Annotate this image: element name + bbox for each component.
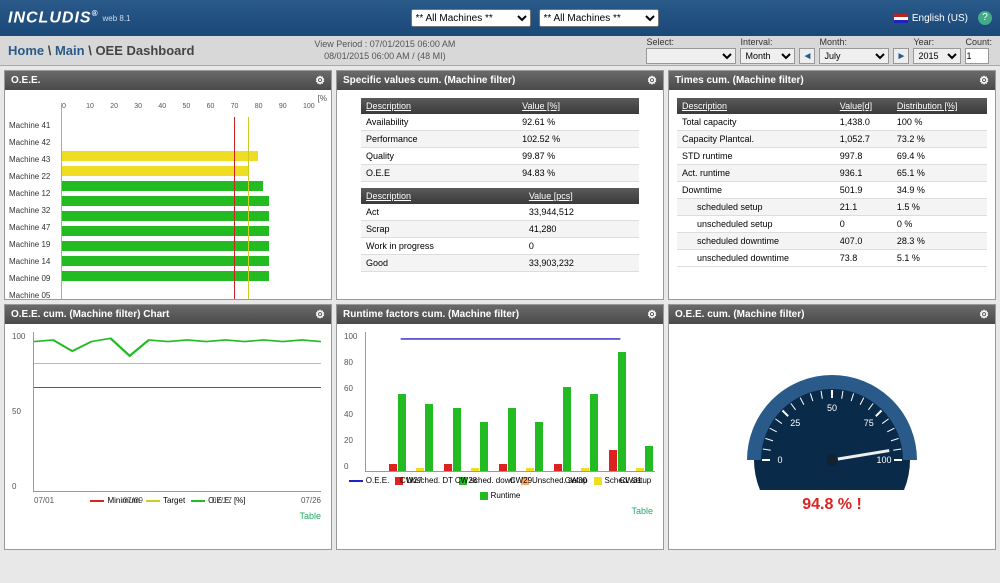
language-selector[interactable]: English (US) ?: [894, 11, 992, 25]
breadcrumb-main[interactable]: Main: [55, 43, 85, 58]
gear-icon[interactable]: ⚙: [979, 74, 989, 87]
select-filter[interactable]: [646, 48, 736, 64]
prev-button[interactable]: ◄: [799, 48, 815, 64]
month-filter[interactable]: July: [819, 48, 889, 64]
gear-icon[interactable]: ⚙: [979, 308, 989, 321]
svg-text:25: 25: [790, 418, 800, 428]
dashboard-grid: O.E.E.⚙ [% Machine 41Machine 42Machine 4…: [0, 66, 1000, 554]
machine-selectors: ** All Machines ** ** All Machines **: [411, 9, 659, 27]
breadcrumb: Home \ Main \ OEE Dashboard: [8, 43, 194, 58]
table-link[interactable]: Table: [341, 504, 659, 518]
breadcrumb-current: OEE Dashboard: [95, 43, 194, 58]
filter-bar: Select: Interval:Month ◄ Month:July ► Ye…: [646, 37, 992, 64]
panel-specific-values: Specific values cum. (Machine filter)⚙ D…: [336, 70, 664, 300]
top-bar: INCLUDIS® web 8.1 ** All Machines ** ** …: [0, 0, 1000, 36]
breadcrumb-home[interactable]: Home: [8, 43, 44, 58]
svg-text:75: 75: [864, 418, 874, 428]
view-period: View Period : 07/01/2015 06:00 AM 08/01/…: [314, 39, 455, 62]
svg-text:100: 100: [876, 455, 891, 465]
oee-line-chart: 100500 07/0107/0907/1707/26: [33, 332, 321, 492]
panel-oee: O.E.E.⚙ [% Machine 41Machine 42Machine 4…: [4, 70, 332, 300]
help-icon[interactable]: ?: [978, 11, 992, 25]
gear-icon[interactable]: ⚙: [647, 74, 657, 87]
specific-table-1: DescriptionValue [%]Availability92.61 %P…: [361, 98, 639, 182]
interval-filter[interactable]: Month: [740, 48, 795, 64]
gear-icon[interactable]: ⚙: [315, 74, 325, 87]
breadcrumb-bar: Home \ Main \ OEE Dashboard View Period …: [0, 36, 1000, 66]
gear-icon[interactable]: ⚙: [647, 308, 657, 321]
table-link[interactable]: Table: [9, 509, 327, 523]
runtime-bar-chart: 100806040200 CW27CW28CW29CW30CW31: [365, 332, 655, 472]
oee-bar-chart: Machine 41Machine 42Machine 43Machine 22…: [9, 103, 327, 299]
svg-text:0: 0: [777, 455, 782, 465]
panel-runtime-factors: Runtime factors cum. (Machine filter)⚙ 1…: [336, 304, 664, 550]
year-filter[interactable]: 2015: [913, 48, 961, 64]
panel-gauge: O.E.E. cum. (Machine filter)⚙ 0255075100…: [668, 304, 996, 550]
logo-subtitle: web 8.1: [102, 14, 130, 23]
panel-oee-line-chart: O.E.E. cum. (Machine filter) Chart⚙ 1005…: [4, 304, 332, 550]
times-table: DescriptionValue[d]Distribution [%]Total…: [677, 98, 987, 267]
flag-icon: [894, 14, 908, 23]
machine-select-1[interactable]: ** All Machines **: [411, 9, 531, 27]
gear-icon[interactable]: ⚙: [315, 308, 325, 321]
gauge-value: 94.8 % !: [802, 496, 862, 514]
logo: INCLUDIS®: [8, 9, 98, 27]
count-input[interactable]: [965, 48, 989, 64]
svg-text:50: 50: [827, 403, 837, 413]
machine-select-2[interactable]: ** All Machines **: [539, 9, 659, 27]
panel-times: Times cum. (Machine filter)⚙ Description…: [668, 70, 996, 300]
oee-gauge: 0 25 50 75 100: [742, 360, 922, 490]
specific-table-2: DescriptionValue [pcs]Act33,944,512Scrap…: [361, 188, 639, 272]
next-button[interactable]: ►: [893, 48, 909, 64]
